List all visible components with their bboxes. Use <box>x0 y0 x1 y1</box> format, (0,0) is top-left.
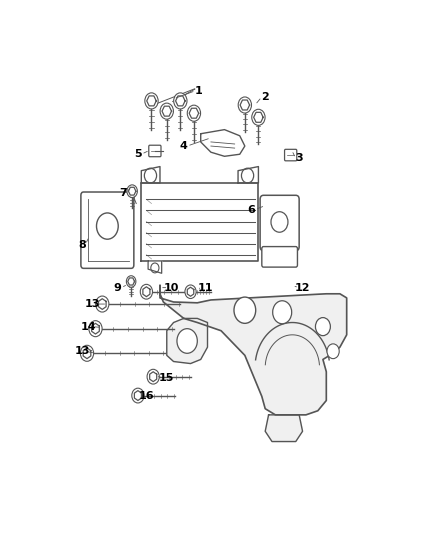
Polygon shape <box>148 261 162 273</box>
Text: 1: 1 <box>195 86 203 95</box>
Polygon shape <box>160 286 346 415</box>
Text: 6: 6 <box>248 205 255 215</box>
Text: 10: 10 <box>164 282 180 293</box>
Circle shape <box>147 369 159 384</box>
Text: 15: 15 <box>159 373 174 383</box>
Text: 12: 12 <box>295 282 310 293</box>
Circle shape <box>127 276 136 287</box>
FancyBboxPatch shape <box>149 145 161 157</box>
Text: 8: 8 <box>78 239 86 249</box>
Circle shape <box>315 318 330 336</box>
Text: 13: 13 <box>74 346 90 356</box>
Text: 5: 5 <box>134 149 142 159</box>
Circle shape <box>140 284 152 299</box>
FancyBboxPatch shape <box>262 247 297 267</box>
Text: 13: 13 <box>85 299 100 309</box>
Circle shape <box>252 109 265 125</box>
Circle shape <box>95 296 109 312</box>
Circle shape <box>160 103 173 119</box>
Circle shape <box>177 329 197 353</box>
Polygon shape <box>238 166 258 183</box>
Circle shape <box>132 388 144 403</box>
Text: 14: 14 <box>81 321 96 332</box>
Text: 3: 3 <box>295 154 303 163</box>
FancyBboxPatch shape <box>260 195 299 251</box>
FancyBboxPatch shape <box>285 149 297 161</box>
Text: 7: 7 <box>119 188 127 198</box>
Circle shape <box>273 301 292 324</box>
Circle shape <box>185 285 196 298</box>
Circle shape <box>234 297 256 324</box>
Circle shape <box>327 344 339 359</box>
Polygon shape <box>141 183 258 261</box>
FancyBboxPatch shape <box>81 192 134 268</box>
Text: 9: 9 <box>113 282 121 293</box>
Text: 11: 11 <box>198 282 214 293</box>
Circle shape <box>145 93 158 109</box>
Circle shape <box>187 105 201 121</box>
Polygon shape <box>141 166 160 183</box>
Circle shape <box>81 345 94 361</box>
Text: 2: 2 <box>261 92 269 102</box>
Circle shape <box>174 93 187 109</box>
Circle shape <box>89 321 102 337</box>
Text: 16: 16 <box>138 391 154 401</box>
Polygon shape <box>167 318 208 364</box>
Circle shape <box>127 185 138 198</box>
Polygon shape <box>265 415 303 441</box>
Text: 4: 4 <box>180 141 187 151</box>
Circle shape <box>238 97 251 113</box>
